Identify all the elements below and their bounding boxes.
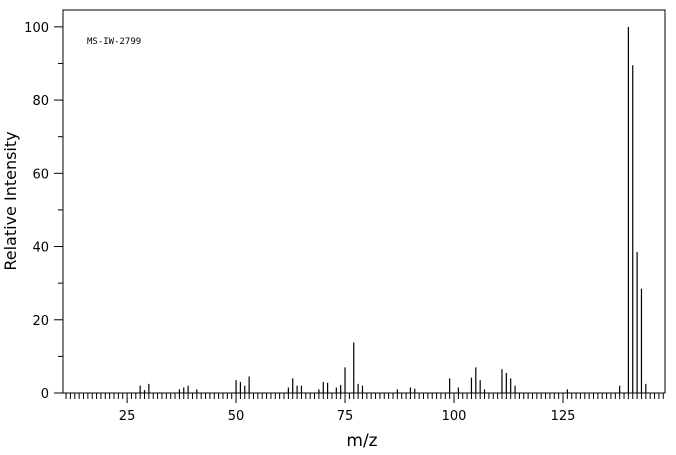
x-tick-label: 50 [228, 409, 245, 424]
spectrum-label: MS-IW-2799 [87, 37, 141, 47]
y-tick-label: 0 [41, 387, 49, 402]
x-tick-label: 125 [551, 409, 576, 424]
y-tick-label: 60 [32, 167, 49, 182]
x-tick-label: 75 [337, 409, 354, 424]
plot-frame [62, 9, 666, 394]
x-tick-label: 25 [119, 409, 136, 424]
y-tick-label: 20 [32, 314, 49, 329]
y-tick-label: 80 [32, 94, 49, 109]
x-axis-label: m/z [346, 431, 377, 451]
y-tick-label: 100 [24, 21, 49, 36]
x-tick-label: 100 [442, 409, 467, 424]
y-tick-label: 40 [32, 241, 49, 256]
y-axis-label: Relative Intensity [1, 131, 20, 270]
